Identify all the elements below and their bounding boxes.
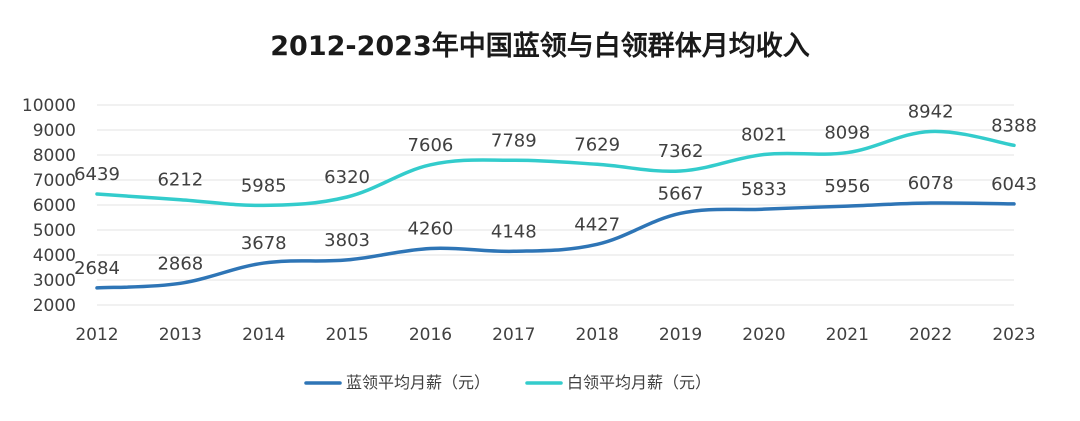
data-label: 8021 [741,124,787,145]
data-label: 3803 [324,230,370,251]
data-label: 7789 [491,130,537,151]
y-tick-label: 4000 [33,246,76,266]
y-tick-label: 5000 [33,221,76,241]
data-label: 5667 [658,183,704,204]
legend-label-white-collar: 白领平均月薪（元） [567,373,711,392]
data-label: 6320 [324,167,370,188]
x-tick-label: 2020 [742,325,785,345]
x-tick-label: 2012 [75,325,118,345]
data-label: 5985 [241,175,287,196]
data-label: 2868 [157,253,203,274]
data-label: 6043 [991,174,1037,195]
series-line-white-collar [95,129,1016,208]
x-tick-label: 2015 [325,325,368,345]
y-tick-label: 6000 [33,196,76,216]
data-label: 4260 [408,219,454,240]
data-label: 4148 [491,221,537,242]
data-label: 8388 [991,115,1037,136]
x-tick-label: 2016 [409,325,452,345]
data-label: 7629 [574,134,620,155]
y-tick-label: 9000 [33,121,76,141]
y-tick-label: 7000 [33,171,76,191]
data-label: 4427 [574,214,620,235]
data-label: 7606 [408,135,454,156]
data-label: 5833 [741,179,787,200]
x-tick-label: 2019 [659,325,702,345]
series-line-blue-collar [95,201,1016,290]
x-tick-label: 2018 [576,325,619,345]
data-label: 8098 [824,123,870,144]
data-label: 3678 [241,233,287,254]
x-tick-label: 2021 [826,325,869,345]
y-tick-label: 10000 [22,96,76,116]
data-label: 2684 [74,258,120,279]
data-label: 5956 [824,176,870,197]
x-tick-label: 2022 [909,325,952,345]
data-label: 6439 [74,164,120,185]
y-tick-label: 3000 [33,271,76,291]
x-tick-label: 2017 [492,325,535,345]
x-tick-label: 2013 [159,325,202,345]
x-tick-label: 2014 [242,325,285,345]
data-label: 6212 [157,170,203,191]
y-tick-label: 8000 [33,146,76,166]
data-label: 6078 [908,173,954,194]
chart-title: 2012-2023年中国蓝领与白领群体月均收入 [270,31,810,62]
data-label: 8942 [908,101,954,122]
legend-label-blue-collar: 蓝领平均月薪（元） [346,373,490,392]
data-label: 7362 [658,141,704,162]
x-tick-label: 2023 [992,325,1035,345]
y-tick-label: 2000 [33,296,76,316]
